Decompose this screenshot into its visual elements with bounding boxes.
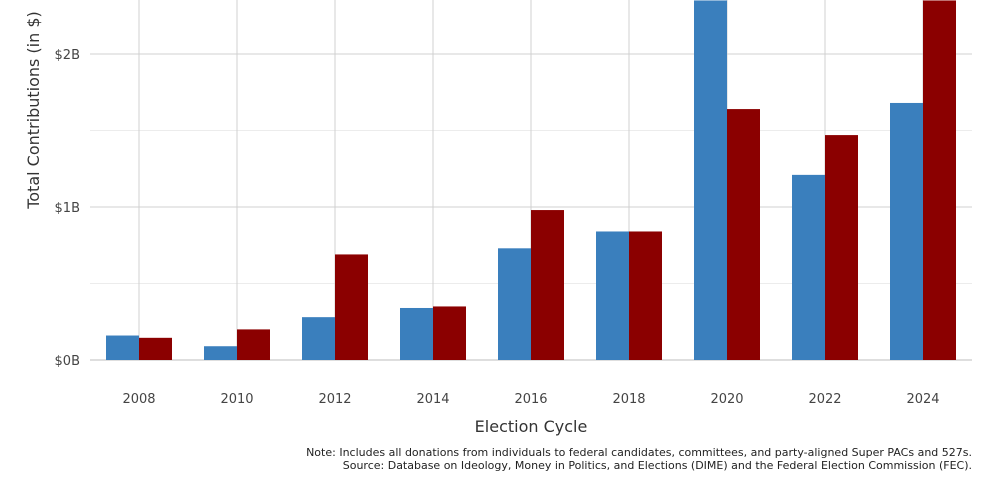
bars <box>106 0 956 361</box>
y-tick-label: $2B <box>55 48 80 63</box>
bar-republican-2018 <box>629 231 662 360</box>
chart-source: Source: Database on Ideology, Money in P… <box>342 459 972 472</box>
x-tick-label: 2018 <box>612 392 645 407</box>
bar-democratic-2022 <box>792 174 825 360</box>
bar-democratic-2016 <box>498 248 531 360</box>
x-tick-label: 2016 <box>514 392 547 407</box>
y-tick-label: $0B <box>55 354 80 369</box>
chart-note: Note: Includes all donations from indivi… <box>306 446 972 459</box>
x-tick-label: 2020 <box>710 392 743 407</box>
bar-republican-2012 <box>335 254 368 360</box>
x-tick-label: 2008 <box>122 392 155 407</box>
bar-republican-2010 <box>237 329 270 360</box>
bar-republican-2024 <box>923 0 956 360</box>
bar-democratic-2024 <box>890 102 923 361</box>
bar-democratic-2010 <box>204 346 237 360</box>
x-tick-label: 2022 <box>808 392 841 407</box>
x-tick-label: 2014 <box>416 392 449 407</box>
bar-republican-2022 <box>825 135 858 360</box>
bar-democratic-2008 <box>106 335 139 360</box>
bar-republican-2008 <box>139 337 172 360</box>
bar-republican-2014 <box>433 306 466 360</box>
bar-democratic-2018 <box>596 231 629 360</box>
y-tick-label: $1B <box>55 201 80 216</box>
bar-democratic-2012 <box>302 317 335 360</box>
bar-republican-2020 <box>727 109 760 360</box>
bar-chart: $0B $1B $2B 2008 2010 2012 2014 2016 2018 2020 202… <box>24 0 972 436</box>
axis-ticks: $0B $1B $2B 2008 2010 2012 2014 2016 2018 2020 202… <box>55 48 940 407</box>
x-tick-label: 2010 <box>220 392 253 407</box>
x-tick-label: 2024 <box>906 392 939 407</box>
bar-democratic-2014 <box>400 307 433 360</box>
y-axis-title: Total Contributions (in $) <box>24 11 43 210</box>
x-tick-label: 2012 <box>318 392 351 407</box>
bar-republican-2016 <box>531 210 564 360</box>
x-axis-title: Election Cycle <box>475 417 588 436</box>
bar-democratic-2020 <box>694 0 727 360</box>
